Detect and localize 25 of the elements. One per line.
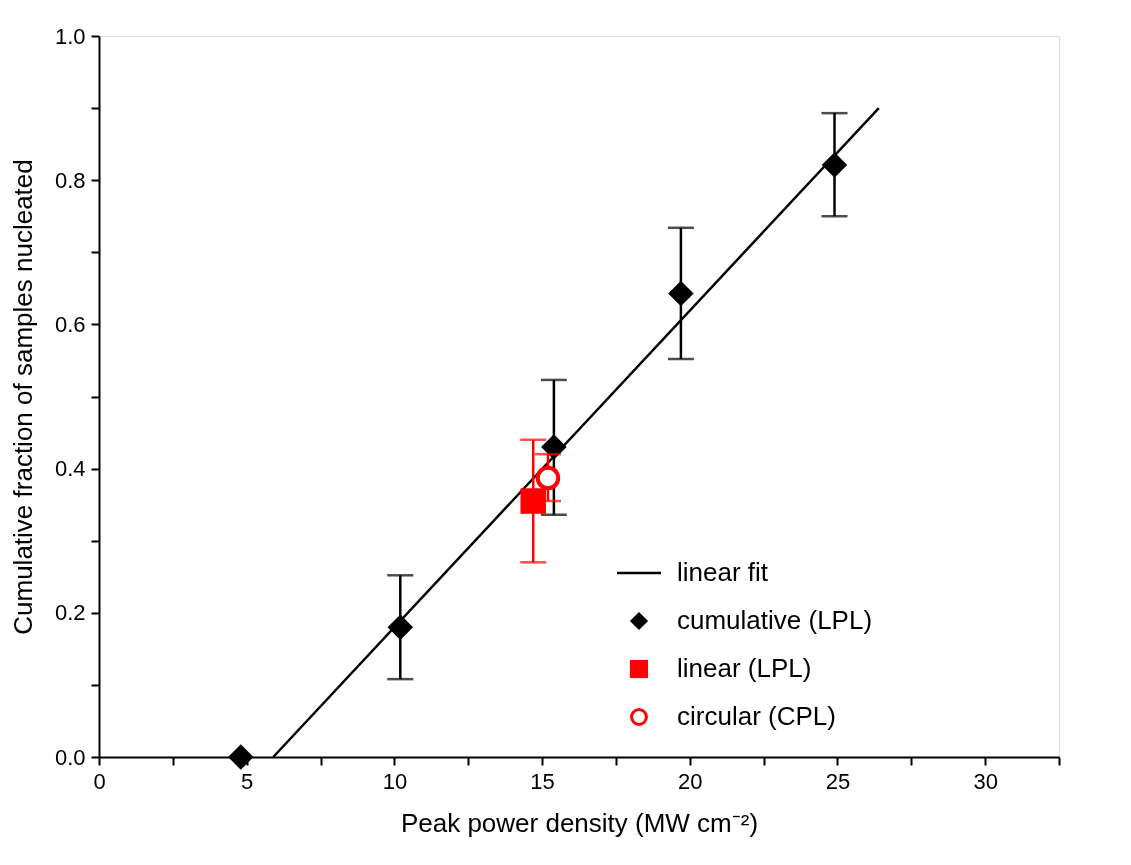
y-tick-label: 0.6 [54, 311, 86, 337]
legend-label: linear (LPL) [677, 653, 812, 683]
point [668, 280, 694, 307]
point [387, 614, 414, 640]
y-tick-label: 0.8 [54, 167, 86, 193]
point [535, 465, 561, 491]
y-tick-label: 1.0 [54, 23, 86, 49]
legend-label: circular (CPL) [677, 701, 836, 731]
x-tick-label: 15 [530, 768, 555, 794]
x-axis-title: Peak power density (MW cm⁻²) [400, 807, 759, 838]
x-tick-label: 20 [678, 768, 703, 794]
y-tick-label: 0.4 [54, 456, 86, 482]
x-tick-label: 10 [382, 768, 408, 794]
x-tick-label: 30 [973, 768, 998, 794]
y-tick-label: 0.0 [54, 744, 86, 770]
point [520, 488, 546, 514]
x-tick-label: 5 [241, 768, 254, 794]
legend-label: linear fit [677, 557, 769, 587]
y-tick-label: 0.2 [54, 600, 86, 626]
point [228, 744, 254, 770]
point [821, 152, 848, 178]
y-axis-title: Cumulative fraction of samples nucleated [7, 159, 38, 635]
x-tick-label: 25 [825, 768, 851, 794]
legend-label: cumulative (LPL) [677, 605, 873, 635]
x-tick-label: 0 [93, 768, 106, 794]
